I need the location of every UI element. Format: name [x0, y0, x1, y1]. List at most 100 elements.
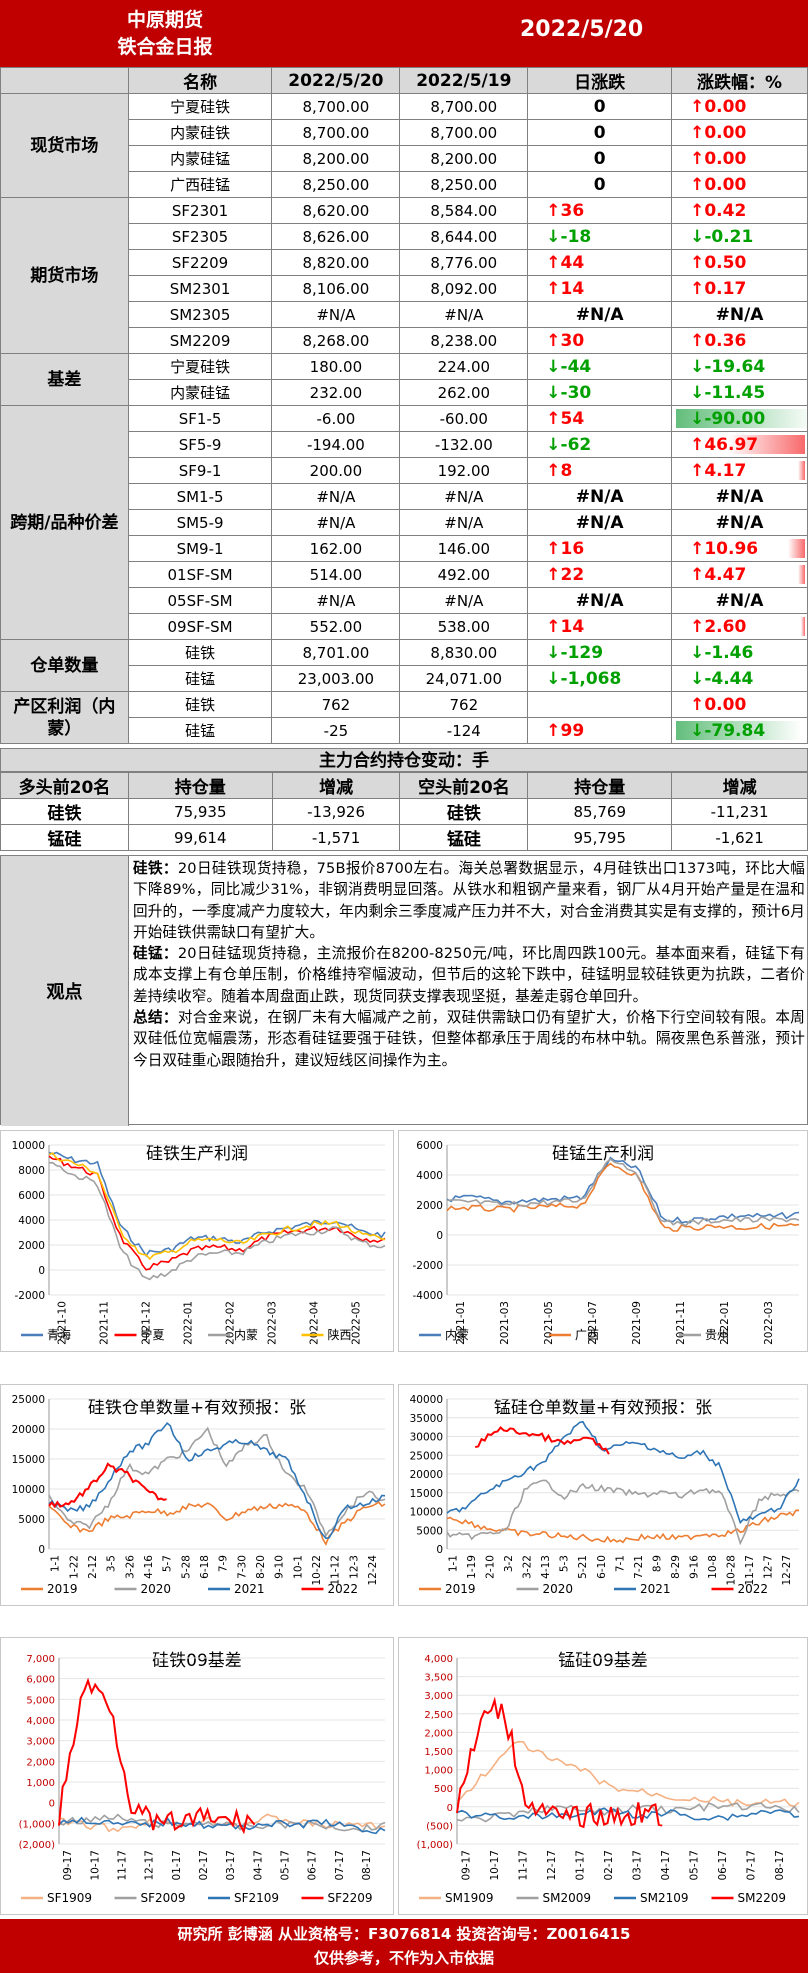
x-tick-label: 3-22	[522, 1555, 534, 1579]
x-tick-label: 06-17	[307, 1850, 319, 1881]
daily-change: 0	[527, 171, 673, 198]
row-name: 内蒙硅铁	[127, 119, 273, 146]
table-row: SM2301 8,106.00 8,092.00 ↑14 ↑0.17	[1, 275, 808, 302]
daily-change: ↑8	[527, 457, 673, 484]
y-tick-label: 5000	[18, 1514, 45, 1526]
table-row: SM2209 8,268.00 8,238.00 ↑30 ↑0.36	[1, 327, 808, 354]
series-line	[446, 1162, 800, 1232]
value-current: 8,700.00	[271, 93, 401, 120]
change-value: 16	[560, 538, 585, 559]
legend-label: 2022	[738, 1582, 769, 1596]
series-line	[456, 1807, 800, 1822]
pct-change: ↓-19.64	[671, 353, 808, 380]
column-header-row: 名称 2022/5/20 2022/5/19 日涨跌 涨跌幅：%	[0, 67, 808, 94]
change-value: #N/A	[575, 590, 624, 611]
x-tick-label: 07-17	[334, 1850, 346, 1881]
y-tick-label: 6000	[18, 1190, 45, 1202]
value-current: 200.00	[271, 457, 401, 484]
row-name: SM9-1	[127, 535, 273, 562]
arrow-down-icon: ↓	[546, 382, 561, 403]
x-tick-label: 2022-01	[183, 1301, 195, 1345]
legend-label: 2021	[234, 1582, 265, 1596]
x-tick-label: 5-7	[162, 1555, 174, 1572]
pct-value: 2.60	[704, 616, 747, 637]
row-name: 硅锰	[127, 717, 273, 744]
x-tick-label: 2021-11	[675, 1301, 687, 1345]
change-value: -30	[560, 382, 592, 403]
view-text: 硅铁：20日硅铁现货持稳，75B报价8700左右。海关总署数据显示，4月硅铁出口…	[133, 858, 805, 1071]
row-name: SF2305	[127, 223, 273, 250]
value-previous: 8,092.00	[399, 275, 529, 302]
row-name: SM2301	[127, 275, 273, 302]
sm-heading: 硅锰：	[133, 945, 178, 963]
market-table: 名称 2022/5/20 2022/5/19 日涨跌 涨跌幅：% 现货市场 宁夏硅铁 8,70…	[0, 67, 808, 744]
chart-title: 锰硅09基差	[558, 1651, 648, 1671]
column-header: 2022/5/20	[271, 67, 401, 94]
positions-header: 增减	[271, 772, 401, 799]
pct-change: ↑4.17	[671, 457, 808, 484]
arrow-up-icon: ↑	[546, 460, 561, 481]
x-tick-label: 12-17	[144, 1850, 156, 1881]
value-current: 552.00	[271, 613, 401, 640]
change-value: 99	[560, 720, 585, 741]
series-line	[48, 1426, 386, 1538]
positions-cell: 锰硅	[399, 824, 529, 851]
y-tick-label: -2000	[14, 1290, 45, 1302]
positions-table: 多头前20名 持仓量 增减 空头前20名 持仓量 增减 硅铁 75,935 -13,926 硅铁 8…	[0, 772, 808, 851]
x-tick-label: 05-17	[279, 1850, 291, 1881]
y-tick-label: 30000	[410, 1432, 443, 1444]
arrow-down-icon: ↓	[546, 356, 561, 377]
x-tick-label: 2021-09	[631, 1301, 643, 1345]
value-previous: 8,250.00	[399, 171, 529, 198]
pct-value: -0.21	[704, 226, 754, 247]
series-line	[48, 1421, 386, 1540]
y-tick-label: (1,000)	[19, 1819, 56, 1830]
pct-change: ↑2.60	[671, 613, 808, 640]
y-tick-label: 15000	[410, 1488, 443, 1500]
pct-value: -19.64	[704, 356, 766, 377]
legend-label: 宁夏	[141, 1327, 165, 1342]
positions-header-row: 多头前20名 持仓量 增减 空头前20名 持仓量 增减	[0, 772, 808, 799]
value-previous: 8,584.00	[399, 197, 529, 224]
daily-change: ↑54	[527, 405, 673, 432]
value-previous: 24,071.00	[399, 665, 529, 692]
change-value: 0	[593, 148, 606, 169]
group-label: 仓单数量	[0, 639, 129, 692]
pct-value: 0.42	[704, 200, 747, 221]
table-row: 期货市场 SF2301 8,620.00 8,584.00 ↑36 ↑0.42	[0, 197, 808, 354]
value-previous: #N/A	[399, 483, 529, 510]
value-previous: -124	[399, 717, 529, 744]
x-tick-label: 11-17	[116, 1850, 128, 1881]
legend-label: 青海	[47, 1327, 71, 1342]
value-previous: 192.00	[399, 457, 529, 484]
x-tick-label: 10-1	[292, 1555, 304, 1579]
table-row: SF2305 8,626.00 8,644.00 ↓-18 ↓-0.21	[1, 223, 808, 250]
table-row: 09SF-SM 552.00 538.00 ↑14 ↑2.60	[1, 613, 808, 640]
x-tick-label: 10-28	[725, 1555, 737, 1586]
positions-cell: -1,571	[271, 824, 401, 851]
x-tick-label: 01-17	[575, 1850, 587, 1881]
daily-change: ↑99	[527, 717, 673, 744]
x-tick-label: 06-17	[717, 1850, 729, 1881]
chart-svg: 40000 35000 30000 25000 20000 15000 10000 5000 0…	[410, 1394, 800, 1596]
y-tick-label: 15000	[12, 1454, 45, 1466]
legend-label: SF2209	[328, 1891, 373, 1905]
y-tick-label: 6000	[416, 1140, 443, 1152]
pct-value: -79.84	[704, 720, 766, 741]
arrow-down-icon: ↓	[546, 668, 561, 689]
column-header: 2022/5/19	[399, 67, 529, 94]
value-previous: 538.00	[399, 613, 529, 640]
y-tick-label: 1,000	[26, 1778, 55, 1789]
pct-change: #N/A	[671, 301, 808, 328]
data-bar	[788, 539, 805, 558]
x-tick-label: 11-17	[518, 1850, 530, 1881]
value-current: 23,003.00	[271, 665, 401, 692]
pct-change: ↑0.50	[671, 249, 808, 276]
x-tick-label: 1-22	[68, 1555, 80, 1579]
y-tick-label: 2,500	[424, 1710, 453, 1721]
legend-label: 2020	[141, 1582, 172, 1596]
pct-change: ↓-11.45	[671, 379, 808, 406]
value-current: -194.00	[271, 431, 401, 458]
x-tick-label: 2-12	[87, 1555, 99, 1579]
x-tick-label: 01-17	[171, 1850, 183, 1881]
